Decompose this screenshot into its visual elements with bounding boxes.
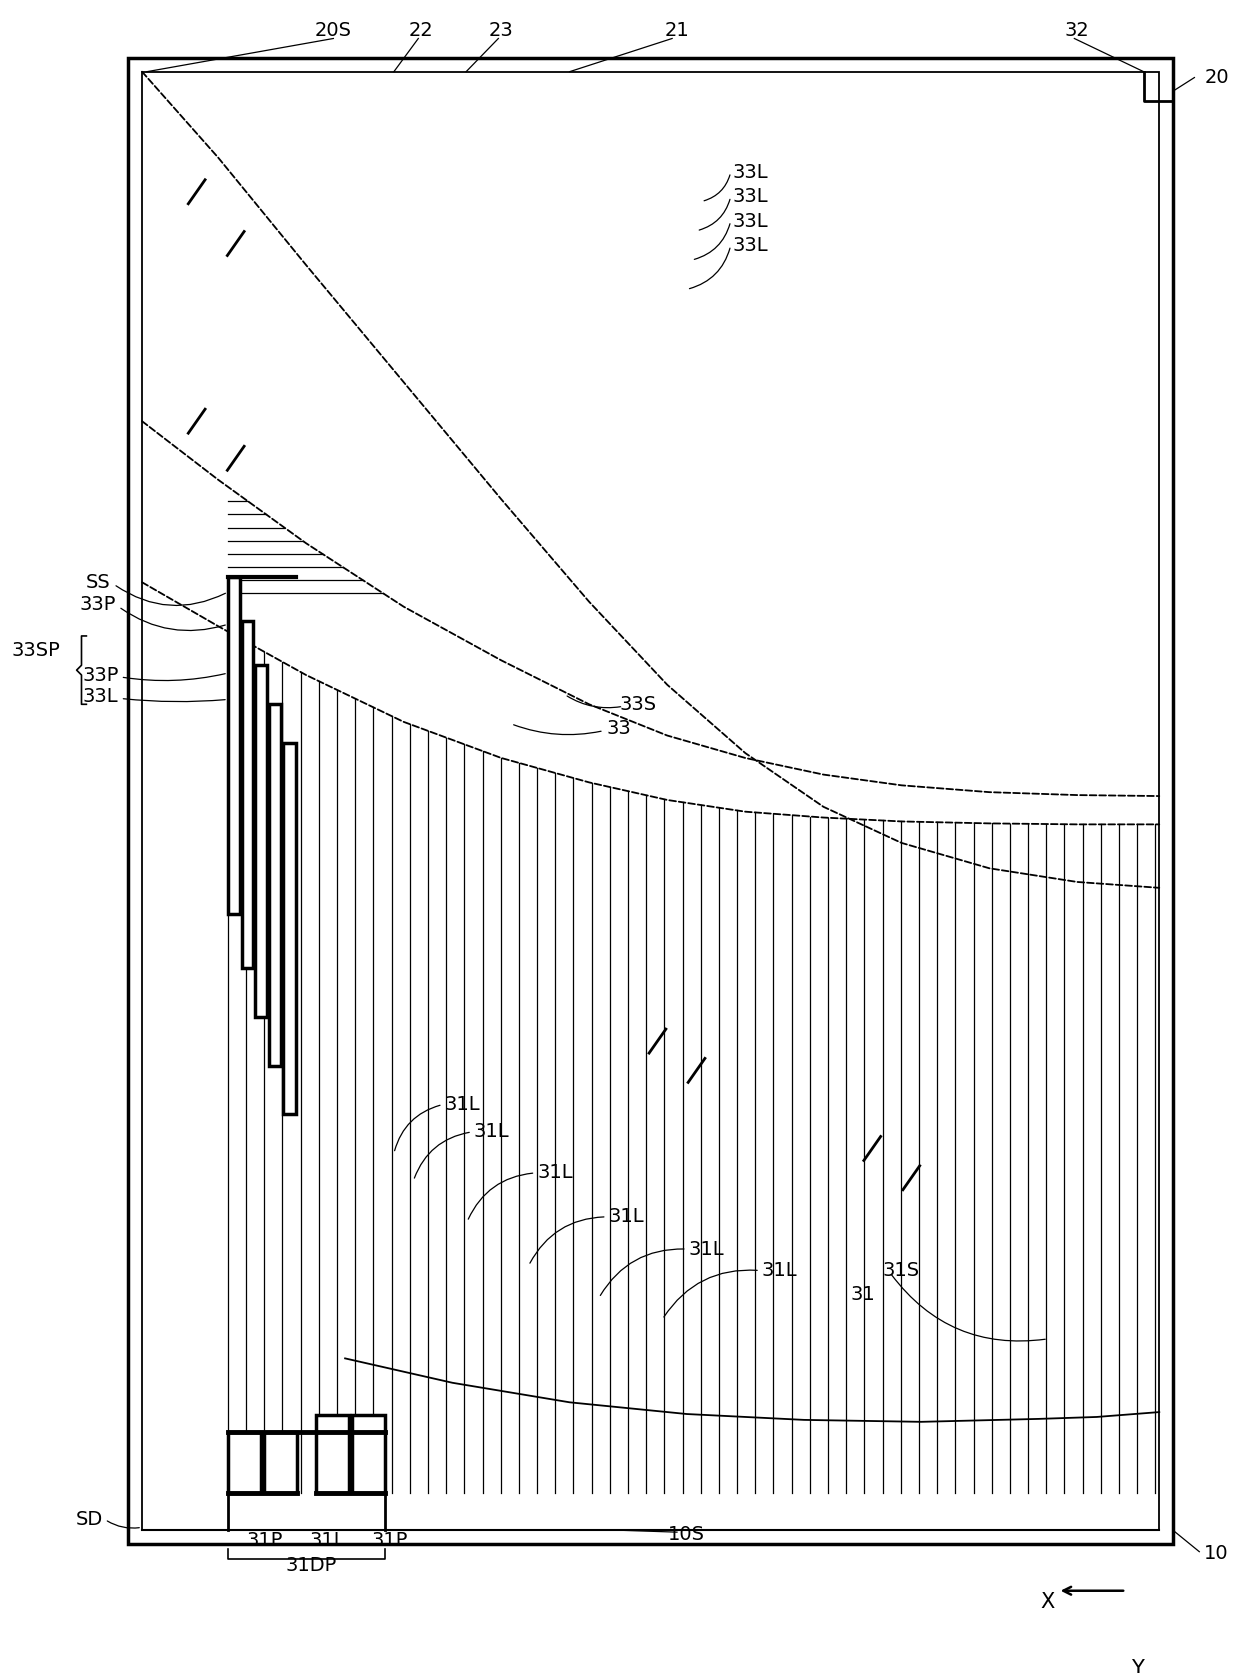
Bar [143, 72, 1159, 1531]
Bar [242, 621, 253, 969]
Text: 33L: 33L [83, 688, 119, 706]
Text: 10S: 10S [668, 1524, 706, 1544]
Text: 33S: 33S [620, 694, 656, 714]
Bar [228, 1432, 262, 1492]
Text: 20S: 20S [315, 22, 352, 40]
Text: 31L: 31L [444, 1096, 480, 1114]
Text: 33SP: 33SP [11, 641, 60, 661]
Text: 31L: 31L [688, 1240, 724, 1258]
Text: X: X [1040, 1593, 1055, 1613]
Bar [316, 1415, 348, 1492]
Text: 31L: 31L [310, 1531, 345, 1551]
Text: SS: SS [86, 572, 110, 592]
Text: 10: 10 [1204, 1544, 1229, 1563]
Text: 33L: 33L [733, 236, 768, 254]
Text: 23: 23 [489, 22, 513, 40]
Text: 31L: 31L [474, 1123, 510, 1141]
Text: 31L: 31L [761, 1261, 797, 1280]
Text: 21: 21 [665, 22, 689, 40]
Text: 32: 32 [1065, 22, 1090, 40]
Text: SD: SD [76, 1511, 103, 1529]
Bar [255, 666, 267, 1017]
Text: 33P: 33P [82, 666, 119, 684]
Text: 22: 22 [409, 22, 434, 40]
Text: 33: 33 [606, 719, 631, 738]
Text: 31S: 31S [883, 1261, 920, 1280]
Bar [269, 704, 280, 1066]
Text: 33L: 33L [733, 162, 768, 182]
Text: 31: 31 [851, 1285, 875, 1305]
Text: 31P: 31P [247, 1531, 283, 1551]
Bar [129, 59, 1173, 1544]
Text: 31DP: 31DP [285, 1556, 336, 1574]
Text: 31P: 31P [372, 1531, 408, 1551]
Text: 33P: 33P [79, 596, 115, 614]
Text: 31L: 31L [537, 1163, 573, 1183]
Text: 33L: 33L [733, 187, 768, 206]
Text: 31L: 31L [609, 1208, 644, 1226]
Bar [352, 1415, 386, 1492]
Bar [228, 577, 239, 913]
Bar [283, 743, 296, 1114]
Bar [264, 1432, 298, 1492]
Text: 33L: 33L [733, 211, 768, 231]
Text: 20: 20 [1204, 69, 1229, 87]
Text: Y: Y [1131, 1660, 1145, 1673]
